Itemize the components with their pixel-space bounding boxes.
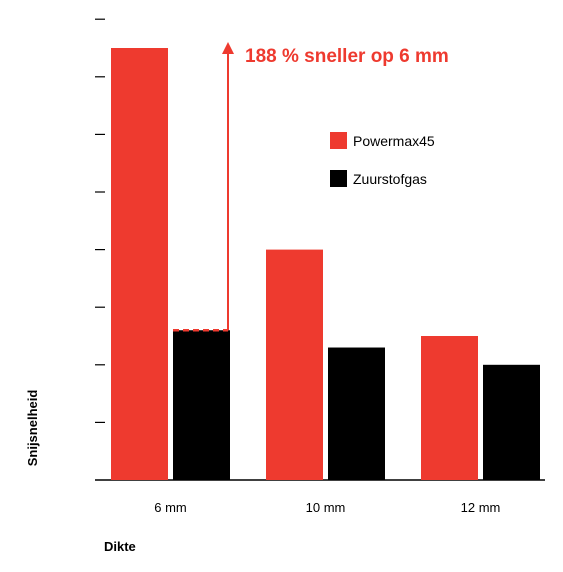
bar-zuurstofgas-12mm	[483, 364, 540, 480]
x-tick-label-1: 6 mm	[154, 500, 187, 515]
bar-powermax45-10mm	[266, 249, 323, 480]
legend-swatch-powermax45	[330, 132, 347, 149]
bar-zuurstofgas-10mm	[328, 347, 385, 480]
legend-label-zuurstofgas: Zuurstofgas	[353, 171, 427, 187]
annotation-text: 188 % sneller op 6 mm	[245, 46, 449, 67]
axis-labels: Snijsnelheid Dikte	[25, 390, 136, 554]
x-axis-label: Dikte	[104, 539, 136, 554]
bar-zuurstofgas-6mm	[173, 330, 230, 480]
legend: Powermax45 Zuurstofgas	[330, 132, 435, 187]
bar-powermax45-12mm	[421, 336, 478, 480]
x-tick-label-3: 12 mm	[461, 500, 501, 515]
x-tick-label-2: 10 mm	[306, 500, 346, 515]
annotation: 188 % sneller op 6 mm	[173, 42, 449, 332]
legend-swatch-zuurstofgas	[330, 170, 347, 187]
y-axis-label: Snijsnelheid	[25, 390, 40, 467]
bar-powermax45-6mm	[111, 48, 168, 480]
bars	[111, 48, 540, 480]
legend-label-powermax45: Powermax45	[353, 133, 435, 149]
annotation-arrow-head	[222, 42, 234, 54]
